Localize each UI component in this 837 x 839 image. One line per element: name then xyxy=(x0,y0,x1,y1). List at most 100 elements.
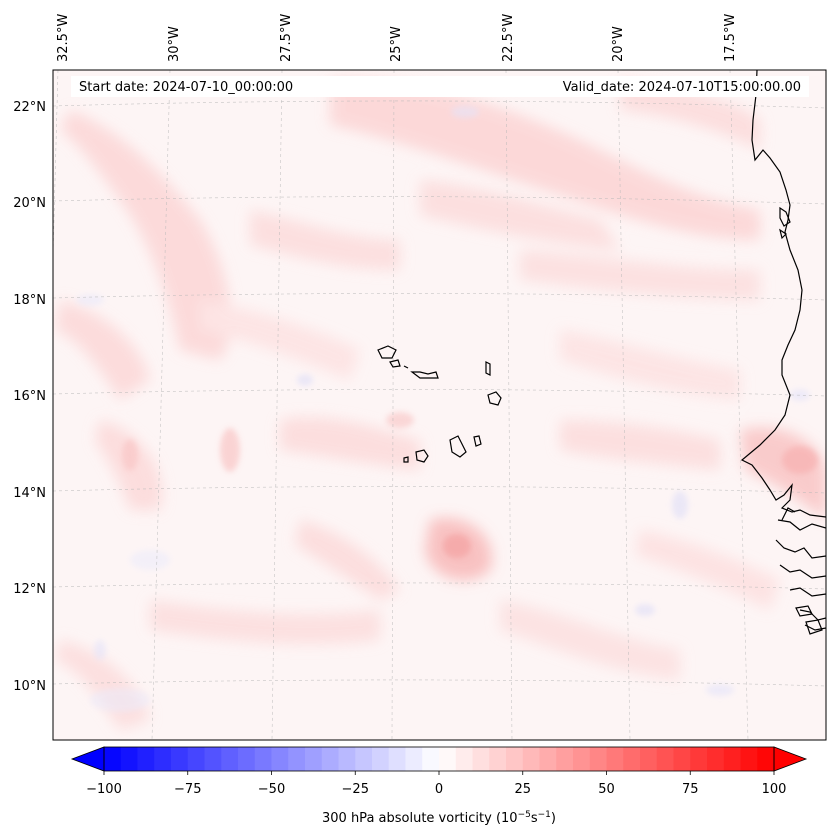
colorbar-cell xyxy=(640,747,658,771)
colorbar-cell xyxy=(204,747,222,771)
lat-label-22n: 22°N xyxy=(13,100,46,115)
lat-label-12n: 12°N xyxy=(13,582,46,597)
colorbar-tick-label: −25 xyxy=(342,782,369,797)
map-frame xyxy=(52,69,827,741)
colorbar-cell xyxy=(439,747,457,771)
start-date-label: Start date: 2024-07-10_00:00:00 xyxy=(79,80,293,95)
colorbar-cell xyxy=(673,747,691,771)
colorbar-cell xyxy=(606,747,624,771)
colorbar-cell xyxy=(321,747,340,771)
colorbar-tick-label: 50 xyxy=(598,782,615,797)
lat-label-20n: 20°N xyxy=(13,196,46,211)
colorbar-cell xyxy=(154,747,172,771)
colorbar-cell xyxy=(372,747,390,771)
lon-label-22-5w: 22.5°W xyxy=(501,14,516,62)
lat-label-18n: 18°N xyxy=(13,293,46,308)
colorbar-cell xyxy=(187,747,206,771)
cape-verde-santo-antao xyxy=(377,345,397,359)
colorbar-tick-label: 75 xyxy=(682,782,699,797)
lat-label-10n: 10°N xyxy=(13,679,46,694)
africa-coast xyxy=(740,70,826,518)
colorbar-cell xyxy=(422,747,440,771)
colorbar-cell xyxy=(556,747,574,771)
colorbar-cell xyxy=(589,747,608,771)
colorbar-tick-label: 0 xyxy=(435,782,443,797)
colorbar-cell xyxy=(723,747,742,771)
colorbar-label-mid: s xyxy=(531,811,538,826)
colorbar-cell xyxy=(757,747,775,771)
colorbar-cell xyxy=(171,747,189,771)
colorbar-cell xyxy=(472,747,490,771)
colorbar-cells xyxy=(104,747,775,771)
lat-label-16n: 16°N xyxy=(13,389,46,404)
latitude-labels: 22°N 20°N 18°N 16°N 14°N 12°N 10°N xyxy=(13,100,46,694)
cape-verde-sao-nicolau xyxy=(410,371,439,379)
colorbar-cell xyxy=(623,747,641,771)
colorbar-cell xyxy=(690,747,708,771)
cape-verde-sao-vicente xyxy=(389,359,401,368)
lon-label-30w: 30°W xyxy=(167,26,182,62)
cape-verde-boa-vista xyxy=(487,391,502,406)
cape-verde-santiago xyxy=(449,435,467,458)
colorbar-label-end: ) xyxy=(551,811,556,826)
colorbar-cell xyxy=(355,747,373,771)
lon-label-20w: 20°W xyxy=(611,26,626,62)
lon-label-32-5w: 32.5°W xyxy=(56,14,71,62)
graticule xyxy=(53,70,826,740)
island-east-1 xyxy=(779,206,791,227)
colorbar-tick-label: −50 xyxy=(258,782,285,797)
colorbar-cell xyxy=(238,747,256,771)
vorticity-field xyxy=(55,79,826,730)
colorbar-cell xyxy=(489,747,507,771)
colorbar-cell xyxy=(137,747,155,771)
colorbar-cell xyxy=(539,747,557,771)
colorbar-label-exp1: −5 xyxy=(518,810,531,820)
lon-label-25w: 25°W xyxy=(389,26,404,62)
colorbar-cell xyxy=(388,747,407,771)
colorbar-cell xyxy=(271,747,289,771)
cape-verde-brava xyxy=(403,456,409,463)
colorbar-cell xyxy=(573,747,591,771)
colorbar-tick-label: 25 xyxy=(514,782,531,797)
colorbar-cell xyxy=(305,747,323,771)
colorbar-cell xyxy=(506,747,524,771)
colorbar-cell xyxy=(405,747,423,771)
colorbar-tick-label: −75 xyxy=(174,782,201,797)
colorbar-max-extend xyxy=(773,746,808,772)
coastline xyxy=(377,70,826,635)
cape-verde-santa-luzia xyxy=(403,365,409,369)
island-east-4 xyxy=(805,619,823,635)
lon-label-27-5w: 27.5°W xyxy=(279,14,294,62)
colorbar-tick-label: 100 xyxy=(762,782,787,797)
colorbar-ticks: −100 −75 −50 −25 0 25 50 75 100 xyxy=(86,771,786,797)
valid-date-label: Valid_date: 2024-07-10T15:00:00.00 xyxy=(563,80,801,95)
colorbar-cell xyxy=(338,747,356,771)
colorbar-cell xyxy=(254,747,273,771)
lat-label-14n: 14°N xyxy=(13,486,46,501)
colorbar-cell xyxy=(455,747,474,771)
colorbar: −100 −75 −50 −25 0 25 50 75 100 300 hPa absolute… xyxy=(70,746,808,826)
cape-verde-maio xyxy=(473,435,482,447)
colorbar-cell xyxy=(656,747,675,771)
island-east-2 xyxy=(779,228,787,240)
colorbar-cell xyxy=(288,747,306,771)
colorbar-cell xyxy=(740,747,758,771)
colorbar-label: 300 hPa absolute vorticity (10−5s−1) xyxy=(322,810,556,826)
lon-label-17-5w: 17.5°W xyxy=(723,14,738,62)
colorbar-label-main: 300 hPa absolute vorticity (10 xyxy=(322,811,518,826)
cape-verde-sal xyxy=(485,361,491,376)
colorbar-cell xyxy=(221,747,239,771)
vorticity-background xyxy=(53,70,826,740)
longitude-labels: 32.5°W 30°W 27.5°W 25°W 22.5°W 20°W 17.5… xyxy=(56,14,738,62)
map-panel: Start date: 2024-07-10_00:00:00 Valid_da… xyxy=(53,70,826,740)
colorbar-cell xyxy=(707,747,725,771)
colorbar-cell xyxy=(120,747,139,771)
title-banner xyxy=(71,76,809,97)
colorbar-label-exp2: −1 xyxy=(538,810,551,820)
colorbar-min-extend xyxy=(70,746,105,772)
cape-verde-fogo xyxy=(415,449,429,463)
colorbar-cell xyxy=(522,747,541,771)
colorbar-cell xyxy=(104,747,122,771)
island-east-3 xyxy=(795,605,813,617)
